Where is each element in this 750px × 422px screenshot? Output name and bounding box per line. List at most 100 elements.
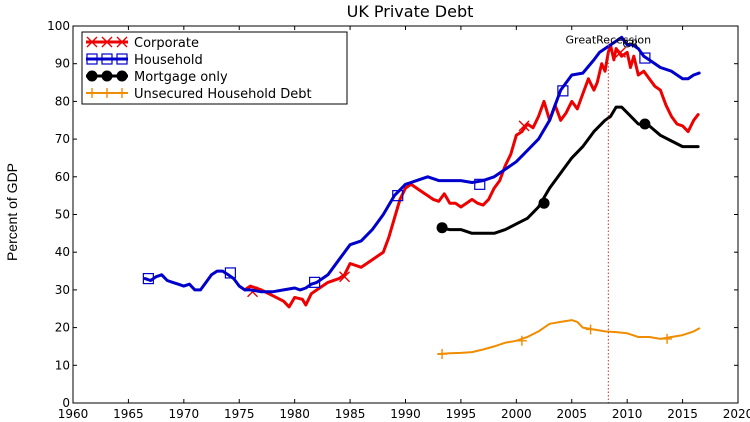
legend-marker: [117, 88, 127, 98]
legend-item: Unsecured Household Debt: [86, 87, 312, 102]
marker-circle: [538, 197, 550, 209]
x-tick-label: 1985: [335, 407, 366, 421]
annotation-text: GreatRecession: [566, 34, 652, 47]
x-tick-label: 1965: [113, 407, 144, 421]
legend-marker: [86, 70, 98, 82]
series-mortgage-only: [436, 105, 700, 235]
x-tick-label: 2020: [723, 407, 750, 421]
marker-plus: [437, 348, 448, 359]
marker-x: [116, 36, 128, 48]
y-tick-label: 100: [47, 19, 70, 33]
marker-square: [142, 272, 154, 285]
legend-label: Corporate: [134, 36, 199, 51]
marker-square: [309, 276, 321, 288]
y-tick-label: 0: [62, 396, 70, 410]
marker-plus: [516, 335, 527, 346]
marker-square: [224, 267, 236, 279]
marker-square: [86, 53, 98, 65]
data-point: [615, 46, 627, 58]
y-tick-label: 10: [55, 358, 70, 372]
legend-marker: [86, 36, 98, 48]
data-point: [437, 348, 448, 359]
marker-plus: [117, 88, 127, 98]
legend-label: Unsecured Household Debt: [134, 87, 312, 102]
marker-square: [116, 53, 128, 65]
marker-square: [101, 53, 113, 65]
series-line: [243, 43, 700, 309]
legend-marker: [101, 36, 113, 48]
legend-marker: [102, 88, 112, 98]
marker-plus: [102, 88, 112, 98]
data-point: [538, 197, 550, 209]
data-point: [142, 272, 154, 285]
marker-circle: [86, 70, 98, 82]
annotation-text: GR: [622, 37, 639, 50]
legend: Corporate Household Mortgage only Unsecured…: [81, 31, 348, 105]
marker-x: [518, 120, 530, 132]
marker-plus: [585, 324, 596, 335]
series-household: [142, 35, 701, 294]
data-point: [585, 324, 596, 335]
data-point: [392, 190, 404, 202]
axes-layer: 1960 1965 1970 1975 1980 1985 1990 1995 2000 2005…: [47, 19, 750, 421]
data-point: [662, 333, 673, 344]
data-point: [474, 178, 486, 190]
y-tick-label: 60: [55, 170, 70, 184]
legend-marker: [101, 70, 113, 82]
y-axis-label: Percent of GDP: [4, 163, 20, 261]
marker-x: [615, 46, 627, 58]
y-tick-label: 50: [55, 208, 70, 222]
marker-circle: [639, 118, 651, 130]
x-tick-label: 1960: [58, 407, 89, 421]
marker-x: [86, 36, 98, 48]
y-tick-label: 70: [55, 132, 70, 146]
marker-circle: [116, 70, 128, 82]
x-tick-label: 2010: [612, 407, 643, 421]
marker-x: [101, 36, 113, 48]
marker-plus: [662, 333, 673, 344]
data-point: [518, 120, 530, 132]
legend-item: Mortgage only: [86, 70, 228, 85]
marker-x: [339, 271, 351, 283]
series-corporate: [243, 43, 700, 309]
data-point: [516, 335, 527, 346]
series-layer: [142, 35, 701, 359]
marker-square: [392, 190, 404, 202]
legend-marker: [116, 53, 128, 65]
legend-label: Mortgage only: [134, 70, 228, 85]
data-point: [557, 85, 569, 97]
x-tick-label: 2005: [556, 407, 587, 421]
y-tick-label: 20: [55, 321, 70, 335]
chart-title: UK Private Debt: [347, 2, 474, 21]
legend-marker: [86, 53, 98, 65]
legend-item: Corporate: [86, 36, 199, 51]
legend-label: Household: [134, 53, 203, 68]
data-point: [436, 222, 448, 234]
marker-square: [639, 52, 651, 64]
legend-marker: [116, 36, 128, 48]
legend-item: Household: [86, 53, 203, 68]
marker-circle: [101, 70, 113, 82]
marker-square: [557, 85, 569, 97]
series-line: [437, 105, 700, 235]
x-tick-label: 1995: [446, 407, 477, 421]
x-tick-label: 1975: [224, 407, 255, 421]
x-tick-label: 2015: [667, 407, 698, 421]
y-tick-label: 90: [55, 57, 70, 71]
data-point: [309, 276, 321, 288]
y-tick-label: 30: [55, 283, 70, 297]
x-tick-label: 1980: [279, 407, 310, 421]
data-point: [339, 271, 351, 283]
series-line: [143, 35, 701, 294]
x-tick-label: 1970: [169, 407, 200, 421]
marker-plus: [87, 88, 97, 98]
data-point: [639, 118, 651, 130]
y-tick-label: 80: [55, 94, 70, 108]
series-line: [437, 319, 701, 355]
data-point: [639, 52, 651, 64]
legend-marker: [87, 88, 97, 98]
legend-marker: [101, 53, 113, 65]
data-point: [224, 267, 236, 279]
